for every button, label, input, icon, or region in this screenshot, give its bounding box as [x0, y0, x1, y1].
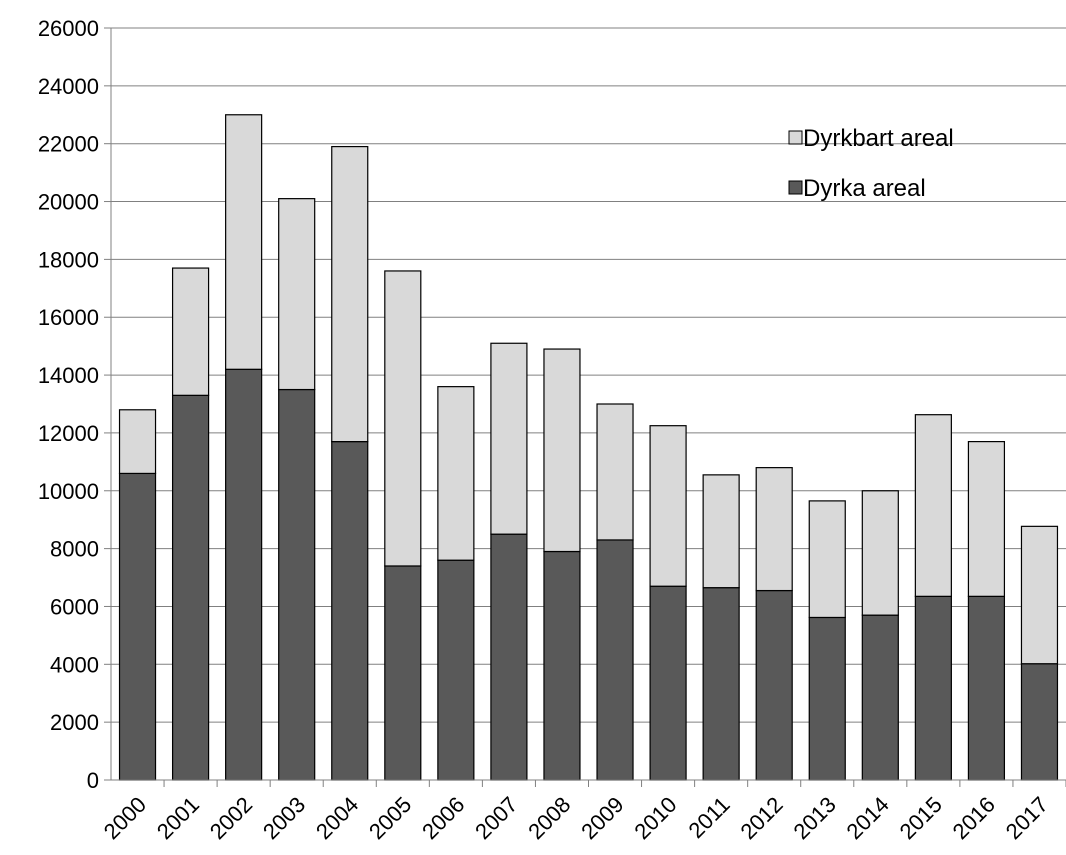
legend: Dyrkbart areal Dyrka areal — [788, 125, 954, 202]
bar-dyrkbart-areal-2004 — [331, 145, 369, 443]
y-tick-label: 0 — [87, 768, 99, 793]
x-tick-labels: 2000 2001 2002 2003 2004 2005 2006 2007 2008 2009… — [99, 792, 1053, 844]
bar-dyrka-areal-2011 — [702, 587, 740, 781]
bar-dyrkbart-areal-2017 — [1020, 525, 1059, 665]
bar-dyrkbart-areal-2009 — [596, 403, 634, 541]
bar-dyrkbart-areal-2003 — [278, 198, 316, 391]
x-tick-label: 2003 — [258, 792, 310, 844]
x-tick-label: 2017 — [1001, 792, 1053, 844]
bar-dyrka-areal-2000 — [118, 472, 157, 781]
bar-dyrka-areal-2007 — [490, 533, 528, 781]
bar-dyrkbart-areal-2007 — [490, 342, 528, 535]
x-tick-label: 2002 — [205, 792, 257, 844]
bar-dyrka-areal-2001 — [171, 394, 210, 781]
bar-dyrkbart-areal-2013 — [808, 500, 846, 619]
legend-swatch — [788, 180, 803, 195]
y-tick-label: 22000 — [38, 132, 99, 157]
bar-dyrkbart-areal-2002 — [225, 114, 263, 370]
y-tick-label: 18000 — [38, 247, 99, 272]
y-tick-label: 8000 — [50, 537, 99, 562]
x-tick-label: 2004 — [311, 792, 363, 844]
y-tick-label: 14000 — [38, 363, 99, 388]
x-tick-label: 2009 — [576, 792, 628, 844]
bar-dyrka-areal-2017 — [1020, 663, 1059, 781]
y-tick-label: 2000 — [50, 710, 99, 735]
bar-dyrka-areal-2013 — [808, 616, 846, 781]
x-tick-label: 2005 — [364, 792, 416, 844]
x-tick-label: 2010 — [629, 792, 681, 844]
x-tick-label: 2008 — [523, 792, 575, 844]
x-tick-label: 2012 — [735, 792, 787, 844]
bar-dyrka-areal-2004 — [331, 441, 369, 781]
bar-dyrka-areal-2008 — [543, 550, 581, 781]
bars — [118, 114, 1059, 781]
bar-dyrkbart-areal-2016 — [967, 441, 1006, 597]
bar-dyrkbart-areal-2010 — [649, 425, 687, 587]
gridlines — [104, 27, 1066, 787]
axes — [110, 28, 1066, 781]
bar-dyrka-areal-2009 — [596, 539, 634, 781]
bar-dyrka-areal-2015 — [914, 595, 952, 781]
y-tick-labels: 0 2000 4000 6000 8000 10000 12000 14000 16000 180… — [38, 16, 99, 793]
x-tick-label: 2000 — [99, 792, 151, 844]
bar-dyrkbart-areal-2001 — [171, 267, 210, 396]
x-tick-label: 2016 — [948, 792, 1000, 844]
bar-dyrka-areal-2012 — [755, 589, 793, 781]
y-tick-label: 4000 — [50, 652, 99, 677]
bar-dyrka-areal-2010 — [649, 585, 687, 781]
bar-dyrkbart-areal-2008 — [543, 348, 581, 553]
bar-dyrka-areal-2003 — [278, 388, 316, 781]
bar-dyrka-areal-2005 — [384, 565, 422, 781]
bar-dyrkbart-areal-2014 — [861, 490, 899, 616]
y-tick-label: 10000 — [38, 479, 99, 504]
legend-swatch — [788, 130, 803, 145]
bar-dyrka-areal-2002 — [225, 368, 263, 781]
legend-label: Dyrkbart areal — [803, 125, 954, 152]
y-tick-label: 26000 — [38, 16, 99, 41]
bar-dyrka-areal-2014 — [861, 614, 899, 781]
legend-label: Dyrka areal — [803, 175, 926, 202]
bar-dyrkbart-areal-2012 — [755, 467, 793, 592]
y-tick-label: 6000 — [50, 594, 99, 619]
bar-dyrkbart-areal-2006 — [437, 386, 475, 561]
bar-dyrkbart-areal-2005 — [384, 270, 422, 567]
x-tick-label: 2011 — [684, 792, 735, 843]
y-tick-label: 12000 — [38, 421, 99, 446]
x-tick-label: 2014 — [842, 792, 894, 844]
bar-dyrkbart-areal-2015 — [914, 414, 952, 597]
x-tick-label: 2001 — [152, 792, 204, 844]
bar-dyrka-areal-2016 — [967, 595, 1006, 781]
y-tick-label: 24000 — [38, 74, 99, 99]
x-tick-label: 2013 — [788, 792, 840, 844]
x-tick-label: 2007 — [470, 792, 522, 844]
x-tick-label: 2015 — [895, 792, 947, 844]
bar-dyrka-areal-2006 — [437, 559, 475, 781]
y-tick-label: 16000 — [38, 305, 99, 330]
bar-dyrkbart-areal-2011 — [702, 474, 740, 589]
y-tick-label: 20000 — [38, 190, 99, 215]
bar-dyrkbart-areal-2000 — [118, 409, 157, 475]
x-tick-label: 2006 — [417, 792, 469, 844]
